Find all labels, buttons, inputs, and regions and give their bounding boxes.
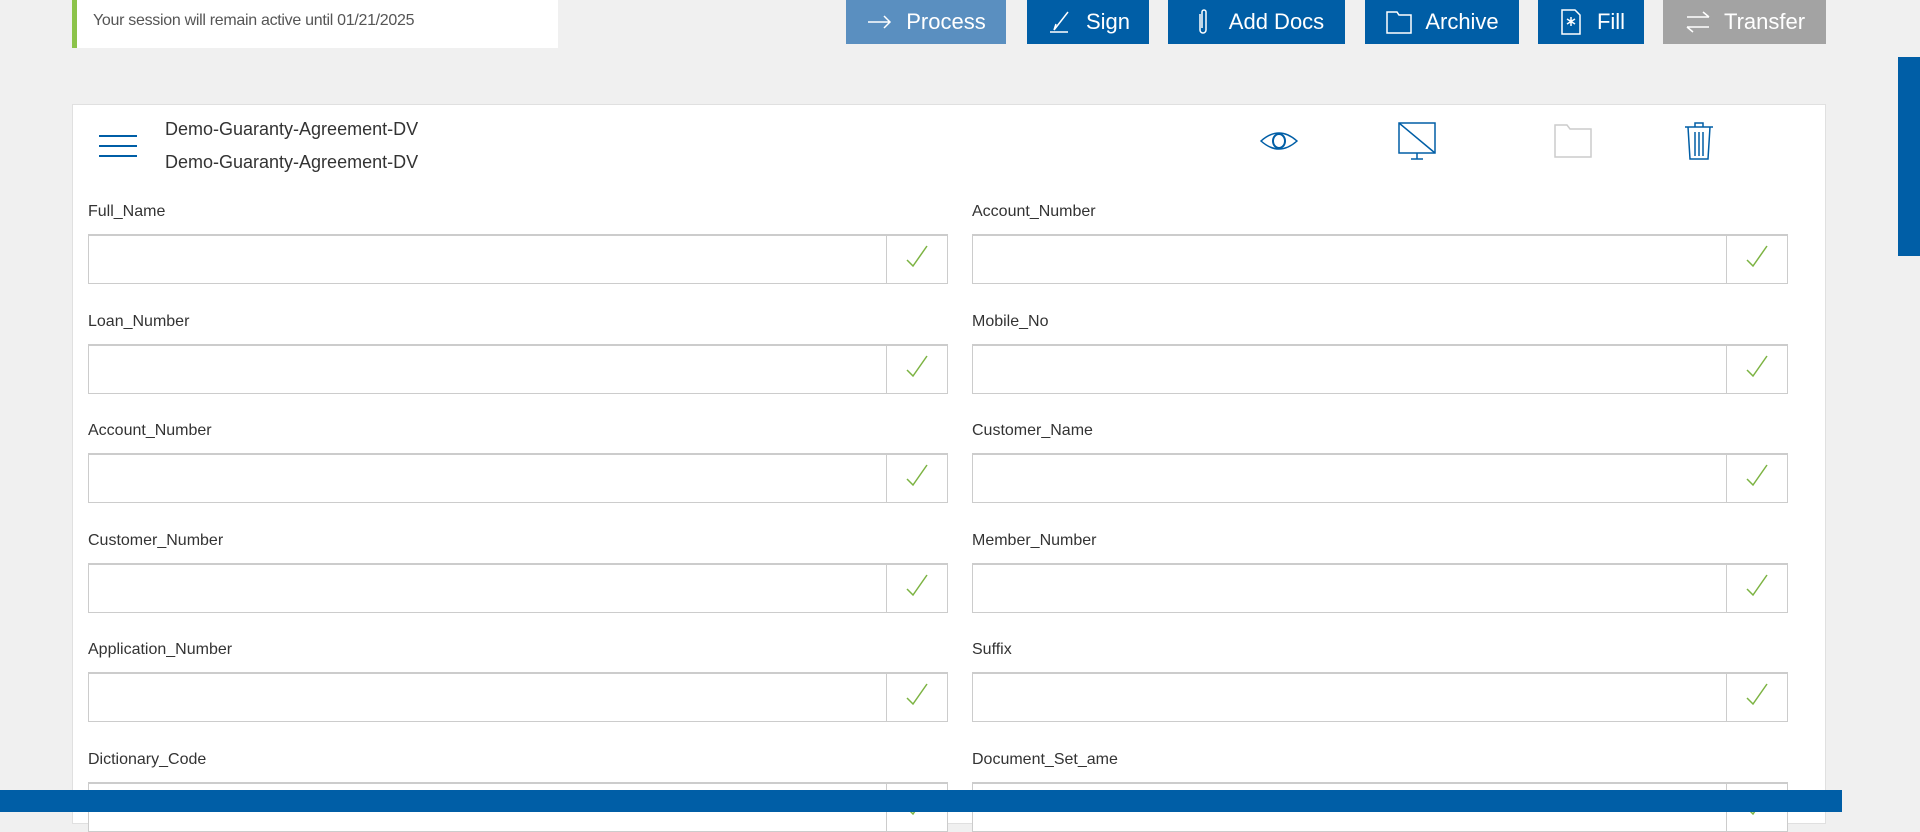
process-button[interactable]: Process (846, 0, 1006, 44)
checkmark-icon (905, 463, 929, 494)
fill-button[interactable]: Fill (1538, 0, 1644, 44)
folder-icon (1386, 11, 1413, 34)
field-label: Dictionary_Code (88, 751, 207, 768)
sign-label: Sign (1085, 9, 1131, 34)
field-input[interactable] (973, 455, 1726, 503)
process-label: Process (906, 9, 986, 34)
add-docs-label: Add Docs (1228, 9, 1325, 34)
checkmark-icon (1745, 682, 1769, 713)
document-title: Demo-Guaranty-Agreement-DV (165, 119, 419, 139)
form-field (88, 672, 948, 723)
validate-button[interactable] (886, 564, 947, 612)
field-label: Full_Name (88, 203, 166, 220)
field-label: Suffix (972, 641, 1012, 659)
session-banner: Your session will remain active until 01… (72, 0, 558, 48)
field-label: Customer_Name (972, 422, 1093, 440)
validate-button[interactable] (1726, 564, 1787, 612)
validate-button[interactable] (1726, 674, 1787, 722)
field-input[interactable] (973, 236, 1726, 283)
checkmark-icon (1745, 463, 1769, 494)
pen-icon (1049, 11, 1069, 33)
checkmark-icon (1745, 354, 1769, 385)
form-field (972, 672, 1788, 723)
archive-label: Archive (1425, 9, 1499, 34)
field-label: Account_Number (972, 203, 1096, 220)
field-input[interactable] (89, 674, 886, 722)
validate-button[interactable] (886, 455, 947, 503)
field-input[interactable] (973, 564, 1726, 612)
field-input[interactable] (89, 236, 886, 283)
field-input[interactable] (973, 674, 1726, 722)
paperclip-icon (1199, 9, 1207, 34)
checkmark-icon (905, 573, 929, 604)
validate-button[interactable] (886, 674, 947, 722)
sign-button[interactable]: Sign (1027, 0, 1149, 44)
form-field (88, 343, 948, 394)
monitor-off-icon[interactable] (1395, 119, 1439, 163)
validate-button[interactable] (1726, 455, 1787, 503)
checkmark-icon (1745, 244, 1769, 275)
field-label: Customer_Number (88, 531, 224, 549)
validate-button[interactable] (886, 236, 947, 283)
form-fill-icon (1561, 9, 1581, 35)
checkmark-icon (905, 244, 929, 275)
transfer-button[interactable]: Transfer (1663, 0, 1826, 44)
field-label: Member_Number (972, 531, 1097, 549)
checkmark-icon (905, 354, 929, 385)
arrow-right-icon (868, 15, 892, 29)
field-label: Account_Number (88, 422, 212, 440)
form-field (972, 453, 1788, 504)
transfer-label: Transfer (1723, 9, 1806, 34)
form-field (88, 234, 948, 284)
form-field (972, 562, 1788, 613)
checkmark-icon (1745, 573, 1769, 604)
fill-label: Fill (1596, 9, 1626, 34)
validate-button[interactable] (1726, 236, 1787, 283)
session-text: Your session will remain active until 01… (93, 12, 415, 29)
validate-button[interactable] (1726, 345, 1787, 393)
bottom-bar (0, 790, 1842, 812)
menu-icon[interactable] (99, 135, 137, 161)
field-input[interactable] (89, 564, 886, 612)
field-label: Document_Set_ame (972, 751, 1118, 768)
form-field (972, 343, 1788, 394)
trash-icon[interactable] (1677, 119, 1721, 163)
document-subtitle: Demo-Guaranty-Agreement-DV (165, 152, 419, 172)
field-input[interactable] (89, 455, 886, 503)
field-label: Mobile_No (972, 312, 1049, 330)
add-docs-button[interactable]: Add Docs (1168, 0, 1345, 44)
form-field (88, 562, 948, 613)
archive-button[interactable]: Archive (1365, 0, 1519, 44)
folder-disabled-icon (1554, 124, 1592, 158)
form-field (88, 453, 948, 504)
checkmark-icon (905, 682, 929, 713)
field-label: Application_Number (88, 641, 233, 659)
field-input[interactable] (973, 345, 1726, 393)
scrollbar-thumb[interactable] (1898, 57, 1920, 256)
field-input[interactable] (89, 345, 886, 393)
field-label: Loan_Number (88, 312, 190, 330)
validate-button[interactable] (886, 345, 947, 393)
form-field (972, 234, 1788, 284)
eye-icon[interactable] (1257, 119, 1301, 163)
transfer-arrows-icon (1686, 11, 1710, 33)
